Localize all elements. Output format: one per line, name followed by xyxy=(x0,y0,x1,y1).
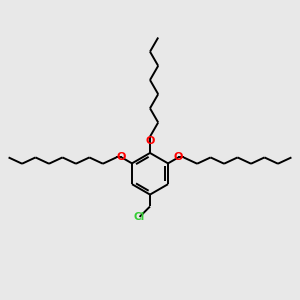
Text: O: O xyxy=(145,136,155,146)
Text: Cl: Cl xyxy=(134,212,145,222)
Text: O: O xyxy=(174,152,183,162)
Text: O: O xyxy=(117,152,126,162)
